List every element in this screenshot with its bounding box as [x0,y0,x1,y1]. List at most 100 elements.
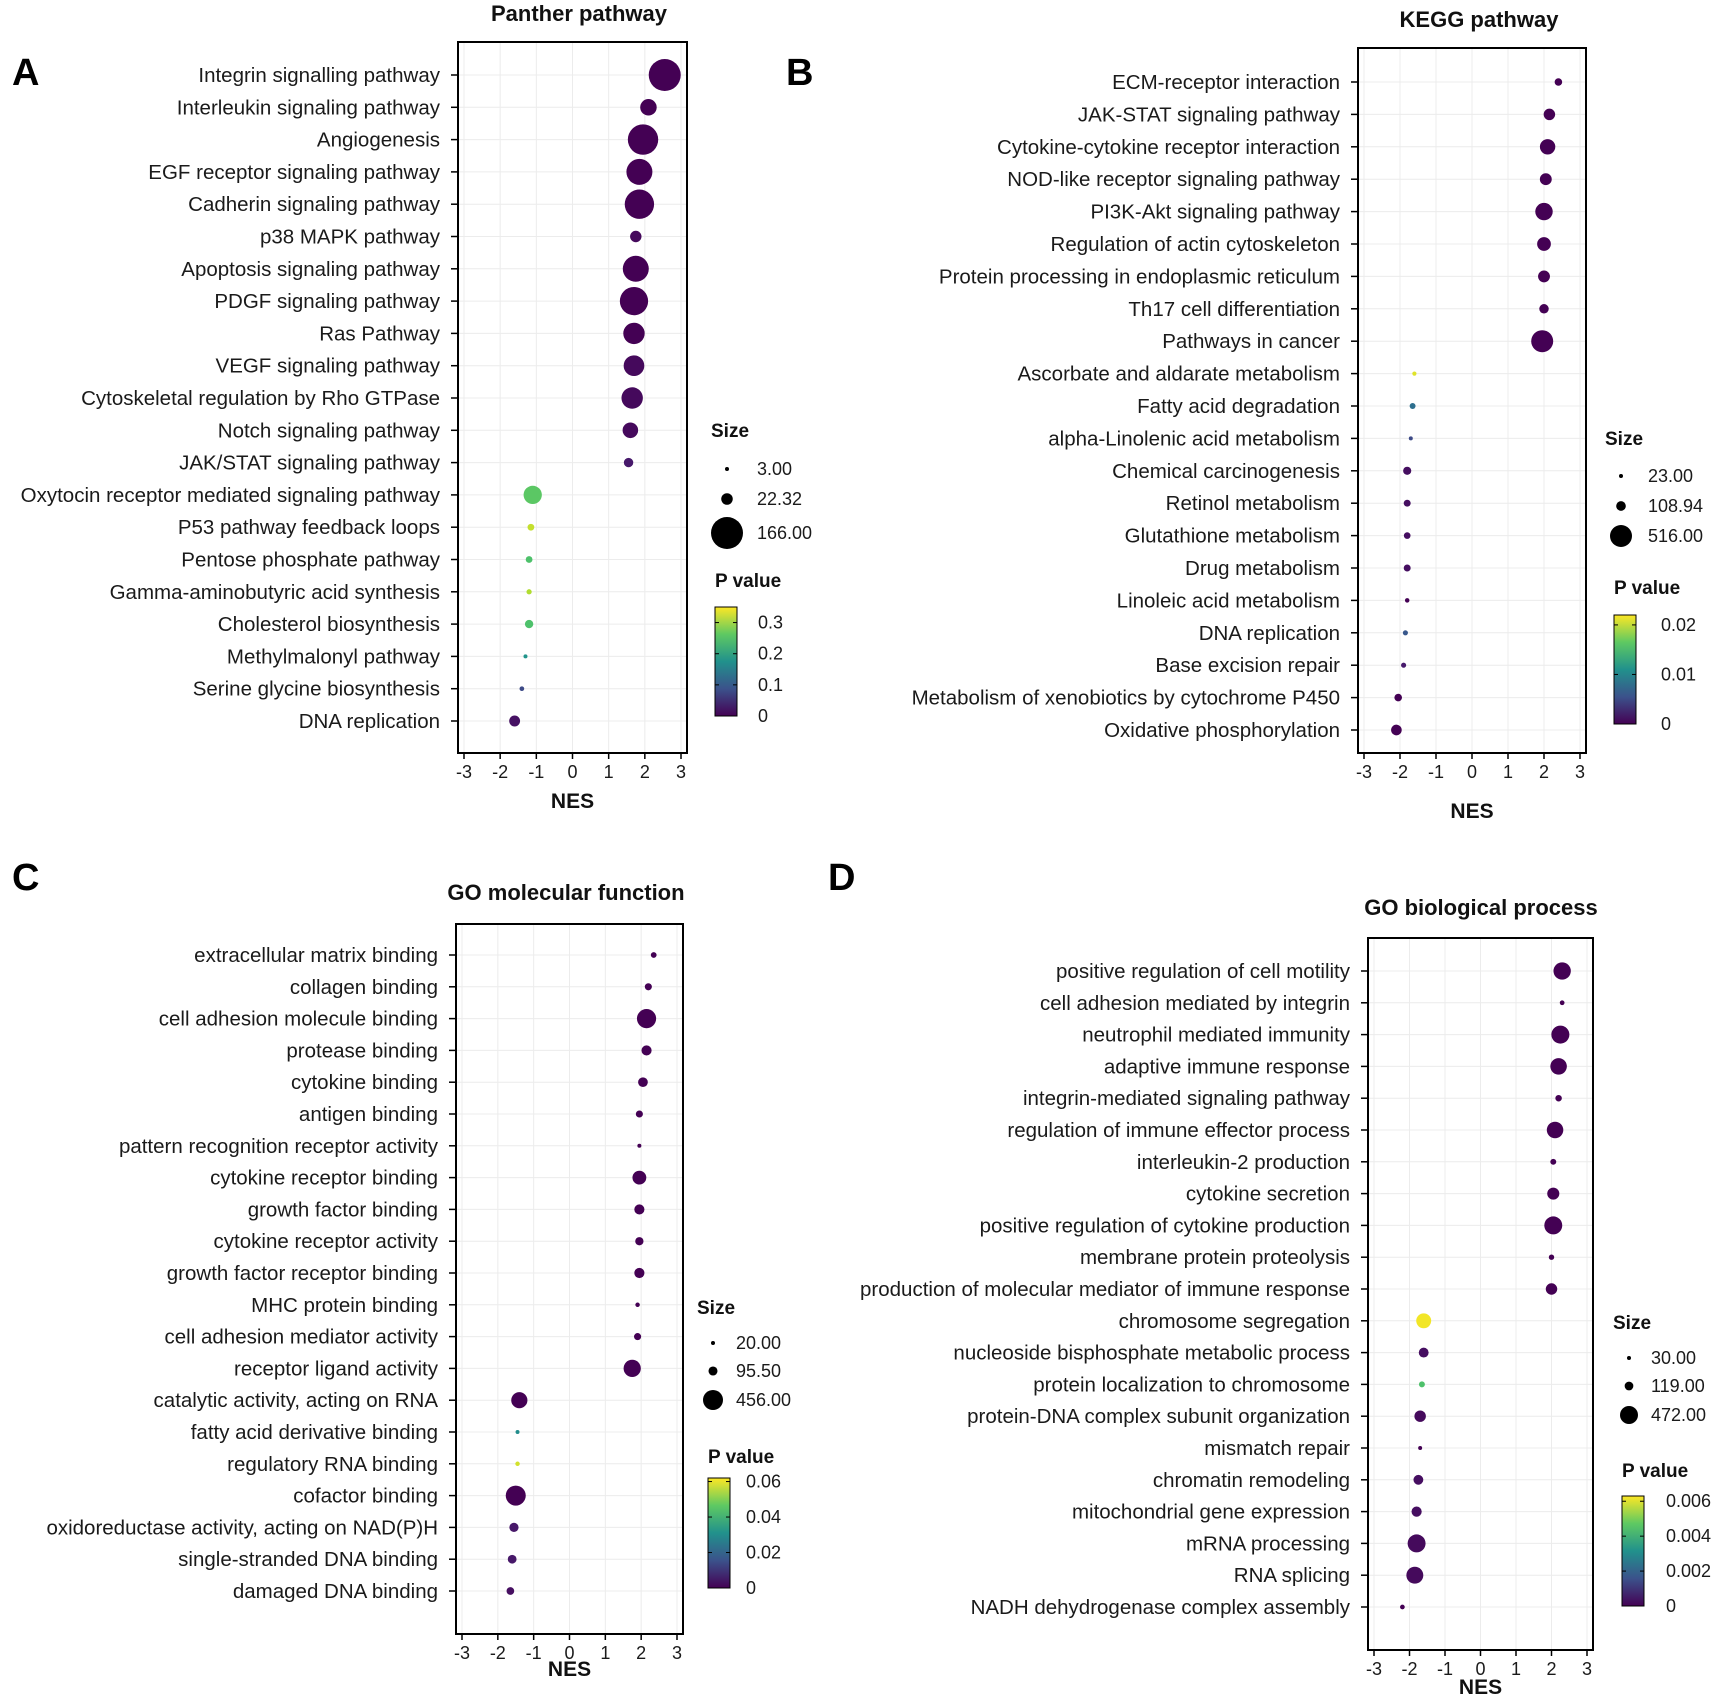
x-tick-label: 2 [1539,762,1549,782]
size-legend-label: 166.00 [757,523,812,543]
term-label: protein-DNA complex subunit organization [967,1405,1350,1428]
p-value-legend-label: 0 [746,1578,756,1598]
plot-area: -3 -2 -1 0 1 2 3 NES positive regulation of cell… [860,937,1594,1696]
data-point [635,1237,644,1246]
term-label: Interleukin signaling pathway [177,96,441,119]
term-label: Methylmalonyl pathway [227,645,441,668]
term-label: membrane protein proteolysis [1080,1246,1350,1269]
term-label: Ascorbate and aldarate metabolism [1018,363,1341,386]
term-label: regulation of immune effector process [1007,1119,1350,1142]
data-point [1403,532,1411,539]
panel-c: C GO molecular function -3 -2 -1 0 1 2 3 NES ext… [12,857,791,1681]
size-legend-dot [703,1390,723,1410]
term-label: mismatch repair [1204,1437,1350,1460]
data-point [636,1009,657,1029]
data-point [624,189,655,219]
data-point [1538,270,1550,283]
data-point [519,686,525,692]
data-point [635,1302,640,1308]
size-legend-dot [1619,474,1623,478]
data-point [1418,1446,1423,1450]
x-tick-label: 2 [1546,1659,1556,1679]
term-label: Angiogenesis [317,129,440,152]
term-label: chromatin remodeling [1153,1469,1350,1492]
x-tick-label: 2 [636,1643,646,1663]
term-label: adaptive immune response [1104,1055,1350,1078]
x-tick-label: -2 [1401,1659,1417,1679]
p-value-colorbar [1613,614,1637,725]
term-label: Pentose phosphate pathway [181,549,440,572]
data-point [1412,371,1417,376]
p-value-legend-label: 0.06 [746,1472,781,1492]
panel-a: A Panther pathway -3 -2 -1 0 1 2 3 NES Integrin … [12,1,812,813]
data-point [1546,1121,1564,1139]
data-point [630,230,642,243]
x-axis-label: NES [1450,800,1493,823]
term-label: cytokine binding [291,1071,438,1094]
x-tick-label: 0 [1467,762,1477,782]
p-value-legend-label: 0 [1661,714,1671,734]
p-value-legend: P value 0.02 0.01 0 [1613,578,1696,734]
data-point [1416,1313,1432,1329]
p-value-legend-label: 0.002 [1666,1561,1711,1581]
data-point [644,983,652,991]
term-label: ECM-receptor interaction [1112,71,1340,94]
term-label: cell adhesion molecule binding [159,1008,438,1031]
size-legend-dot [708,1366,718,1376]
term-label: cytokine receptor activity [214,1230,439,1253]
data-point [648,59,681,91]
size-legend-label: 456.00 [736,1390,791,1410]
p-value-legend: P value 0.006 0.004 0.002 0 [1621,1461,1711,1616]
size-legend-label: 472.00 [1651,1405,1706,1425]
data-point [1559,1000,1565,1006]
term-label: fatty acid derivative binding [191,1421,438,1444]
x-axis-label: NES [548,1658,591,1681]
data-point [1403,466,1412,475]
data-point [1402,630,1408,636]
p-value-legend-label: 0.01 [1661,664,1696,684]
term-label: mRNA processing [1186,1532,1350,1555]
x-tick-label: -3 [456,762,472,782]
term-label: regulatory RNA binding [227,1453,438,1476]
term-label: Retinol metabolism [1166,492,1340,515]
data-point [1554,78,1563,86]
data-point [511,1392,528,1409]
data-point [1403,499,1411,507]
data-point [1406,1566,1424,1584]
term-label: antigen binding [299,1103,438,1126]
term-label: DNA replication [299,710,440,733]
term-label: oxidoreductase activity, acting on NAD(P… [46,1516,438,1539]
term-label: collagen binding [290,976,438,999]
data-point [1545,1283,1558,1295]
p-value-colorbar [714,606,738,717]
term-label: JAK-STAT signaling pathway [1078,103,1341,126]
term-label: nucleoside bisphosphate metabolic proces… [953,1342,1350,1365]
x-tick-label: 3 [1575,762,1585,782]
panel-title: GO molecular function [447,880,684,905]
panel-title: Panther pathway [491,1,668,26]
panel-letter-b: B [786,52,813,94]
term-label: VEGF signaling pathway [216,355,441,378]
data-point [1403,564,1411,572]
p-value-legend-label: 0.02 [746,1543,781,1563]
data-point [1394,693,1402,702]
term-label: JAK/STAT signaling pathway [179,452,441,475]
data-point [638,1077,648,1088]
term-label: protease binding [286,1039,438,1062]
term-label: damaged DNA binding [233,1580,438,1603]
term-label: production of molecular mediator of immu… [860,1278,1350,1301]
term-label: neutrophil mediated immunity [1082,1024,1351,1047]
size-legend-dot [1620,1406,1638,1424]
p-value-legend-label: 0 [1666,1596,1676,1616]
data-point [632,1170,647,1185]
p-value-colorbar [707,1477,731,1589]
term-label: Cadherin signaling pathway [188,193,441,216]
term-label: cofactor binding [293,1485,438,1508]
size-legend-title: Size [711,421,749,442]
size-legend-label: 516.00 [1648,526,1703,546]
data-point [1543,108,1556,121]
term-label: Integrin signalling pathway [198,64,440,87]
term-label: Oxytocin receptor mediated signaling pat… [21,484,441,507]
